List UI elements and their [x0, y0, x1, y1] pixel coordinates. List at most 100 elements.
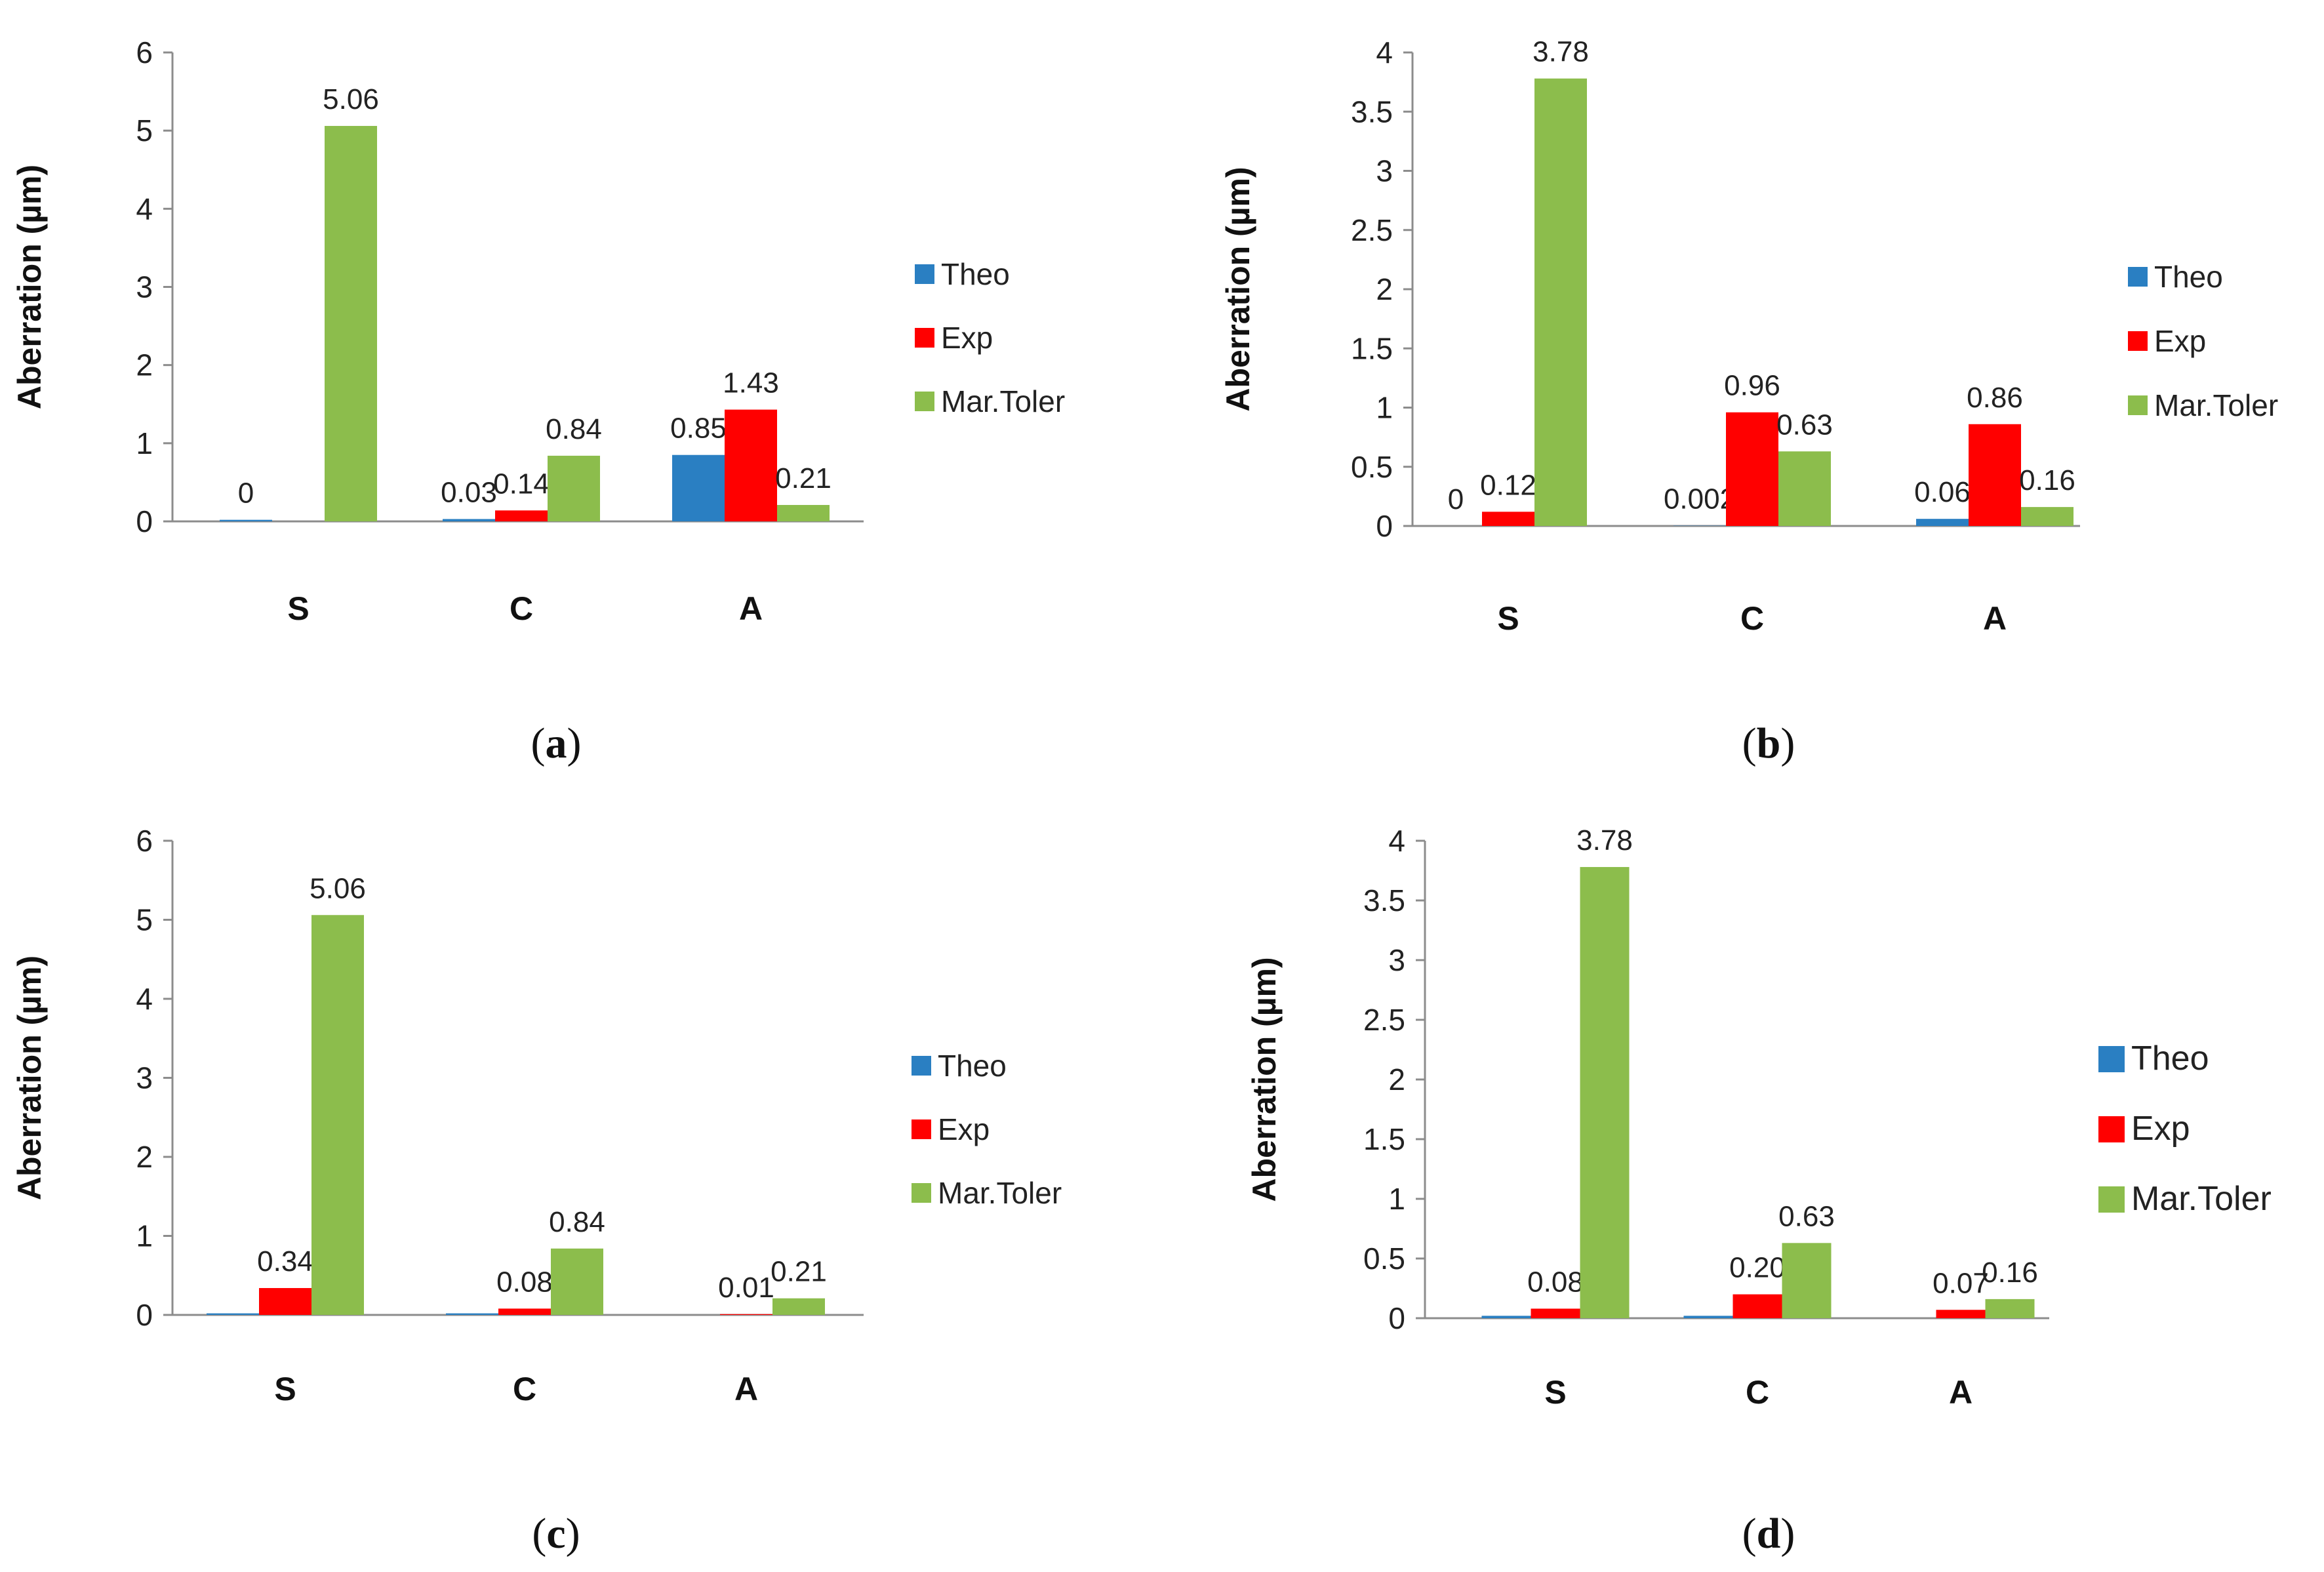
y-tick-label: 4: [1388, 824, 1405, 858]
bar-exp-s: [1482, 512, 1534, 526]
data-label: 0.20: [1729, 1252, 1786, 1284]
bar-exp-s: [1531, 1308, 1580, 1318]
category-label: S: [1497, 600, 1519, 637]
legend-label-theo: Theo: [941, 257, 1010, 291]
data-label: 0: [1448, 483, 1464, 515]
legend-label-mar-toler: Mar.Toler: [941, 384, 1065, 418]
data-label: 0.002: [1664, 483, 1736, 515]
legend-swatch-exp: [2128, 331, 2148, 351]
category-label: A: [739, 590, 763, 627]
panel-caption: (b): [1742, 719, 1795, 767]
data-label: 0.08: [1527, 1266, 1584, 1298]
y-tick-label: 3: [1376, 154, 1393, 188]
category-label: S: [1544, 1374, 1566, 1411]
legend-swatch-theo: [2098, 1046, 2125, 1072]
panel-caption: (c): [532, 1510, 580, 1558]
y-tick-label: 6: [136, 35, 153, 70]
legend-swatch-mar-toler: [912, 1183, 931, 1203]
legend-label-theo: Theo: [2131, 1039, 2209, 1078]
bar-mar-toler-a: [777, 504, 830, 521]
y-tick-label: 5: [136, 113, 153, 148]
y-tick-label: 0: [1376, 509, 1393, 543]
data-label: 0.21: [775, 462, 831, 494]
y-tick-label: 3.5: [1363, 883, 1405, 917]
bar-exp-a: [1969, 424, 2021, 526]
bar-mar-toler-s: [311, 915, 364, 1315]
bar-mar-toler-c: [1782, 1243, 1832, 1318]
data-label: 0.21: [771, 1256, 827, 1288]
y-tick-label: 0: [136, 504, 153, 538]
y-tick-label: 1.5: [1363, 1122, 1405, 1156]
bar-mar-toler-a: [772, 1298, 825, 1315]
bar-exp-a: [1936, 1310, 1986, 1318]
data-label: 0.07: [1933, 1267, 1989, 1299]
y-tick-label: 3.5: [1351, 94, 1393, 129]
data-label: 5.06: [310, 872, 366, 904]
y-tick-label: 6: [136, 824, 153, 858]
data-label: 0.06: [1914, 476, 1971, 508]
legend-label-theo: Theo: [2154, 260, 2223, 294]
bar-mar-toler-a: [1985, 1299, 2035, 1318]
bar-theo-s: [1481, 1316, 1531, 1318]
y-tick-label: 3: [136, 1061, 153, 1095]
bar-mar-toler-s: [325, 126, 377, 521]
data-label: 0.01: [718, 1272, 774, 1304]
bar-theo-s: [220, 519, 272, 521]
data-label: 0.84: [546, 413, 602, 445]
y-tick-label: 0: [136, 1298, 153, 1332]
bar-mar-toler-c: [551, 1248, 603, 1315]
legend-swatch-mar-toler: [915, 392, 934, 411]
y-tick-label: 3: [1388, 943, 1405, 977]
legend-swatch-mar-toler: [2128, 395, 2148, 415]
y-tick-label: 2: [1388, 1062, 1405, 1097]
legend: Theo Exp Mar.Toler: [912, 1049, 1062, 1210]
category-label: C: [513, 1371, 536, 1407]
category-label: C: [1740, 600, 1764, 637]
chart-panel-a: 0 1 2 3 4 5 6 Aberration (µm) 0 0.03 0.85 0.14 1.43 5…: [11, 35, 1065, 767]
bar-exp-c: [495, 510, 548, 521]
category-label: A: [734, 1371, 758, 1407]
y-tick-label: 2: [1376, 272, 1393, 306]
legend-swatch-exp: [2098, 1116, 2125, 1142]
data-label: 0.84: [549, 1206, 605, 1238]
data-label: 3.78: [1533, 36, 1589, 68]
y-tick-label: 0: [1388, 1301, 1405, 1335]
y-tick-label: 2.5: [1363, 1003, 1405, 1037]
data-label: 0.85: [670, 413, 727, 445]
data-label: 0.08: [496, 1266, 553, 1298]
data-label: 0.86: [1967, 382, 2023, 414]
legend-label-mar-toler: Mar.Toler: [938, 1176, 1062, 1210]
chart-panel-d: 0 0.5 1 1.5 2 2.5 3 3.5 4 Aberration (µm) 0.08 0.20…: [1246, 824, 2272, 1558]
chart-panel-c: 0 1 2 3 4 5 6 Aberration (µm) 0.34 0.08 0.01 5.06 0.…: [11, 824, 1062, 1558]
legend-swatch-exp: [912, 1119, 931, 1139]
y-tick-label: 5: [136, 903, 153, 937]
data-label: 0.63: [1778, 1200, 1835, 1232]
y-axis-title: Aberration (µm): [11, 165, 48, 409]
bar-theo-c: [443, 519, 495, 521]
bar-theo-a: [1916, 519, 1969, 526]
legend-label-exp: Exp: [2154, 324, 2206, 358]
y-tick-label: 4: [136, 982, 153, 1016]
bar-exp-c: [1733, 1294, 1782, 1318]
category-label: A: [1949, 1374, 1973, 1411]
bar-exp-c: [498, 1308, 551, 1315]
data-label: 1.43: [723, 367, 779, 399]
bar-mar-toler-c: [1778, 451, 1831, 526]
y-tick-label: 2: [136, 348, 153, 382]
bar-theo-c: [1683, 1316, 1733, 1318]
bar-theo-c: [446, 1313, 498, 1315]
y-axis-title: Aberration (µm): [1220, 167, 1256, 411]
y-tick-label: 0.5: [1363, 1241, 1405, 1276]
y-tick-label: 4: [136, 191, 153, 226]
data-label: 0.03: [441, 476, 497, 508]
bar-theo-a: [672, 454, 725, 521]
data-label: 0.63: [1776, 409, 1833, 441]
panel-caption: (d): [1742, 1510, 1795, 1558]
y-tick-label: 2.5: [1351, 213, 1393, 247]
category-label: S: [287, 590, 309, 627]
bar-mar-toler-s: [1534, 78, 1587, 526]
bar-mar-toler-a: [2021, 507, 2074, 526]
legend-swatch-mar-toler: [2098, 1186, 2125, 1213]
y-tick-label: 0.5: [1351, 450, 1393, 484]
